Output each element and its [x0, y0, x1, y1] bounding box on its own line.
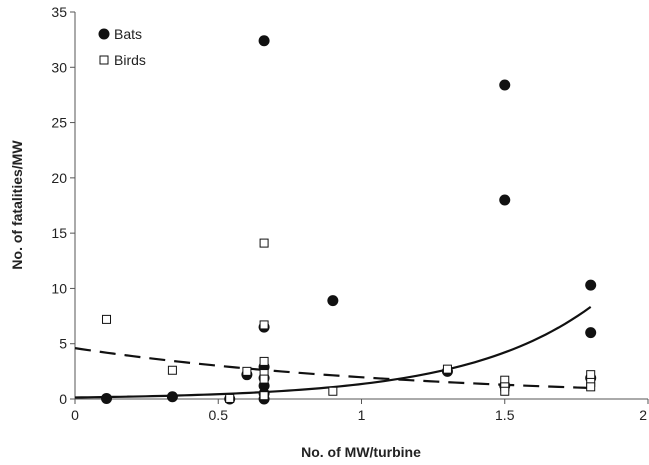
legend-birds-marker — [99, 55, 109, 65]
birds-point — [259, 374, 269, 384]
bats-point — [499, 79, 511, 91]
x-tick-label: 0 — [71, 407, 79, 423]
bats-point — [499, 194, 511, 206]
y-tick-label: 10 — [51, 280, 67, 296]
bats-point — [327, 295, 339, 307]
legend: Bats Birds — [98, 26, 146, 68]
legend-bats-label: Bats — [114, 26, 142, 42]
bats-point — [101, 392, 113, 404]
birds-point — [586, 370, 596, 380]
x-tick-label: 1.5 — [495, 407, 515, 423]
birds-point — [259, 238, 269, 248]
birds-point — [586, 382, 596, 392]
y-tick-label: 20 — [51, 170, 67, 186]
birds-point — [259, 320, 269, 330]
x-tick-label: 1 — [358, 407, 366, 423]
x-tick-label: 2 — [639, 407, 647, 423]
y-tick-label: 25 — [51, 115, 67, 131]
bats-trendline — [74, 305, 592, 399]
trendlines — [74, 305, 592, 399]
x-axis-title: No. of MW/turbine — [301, 444, 421, 460]
data-points — [101, 35, 597, 405]
y-tick-label: 30 — [51, 59, 67, 75]
birds-point — [102, 314, 112, 324]
bats-point — [585, 327, 597, 339]
y-tick-label: 35 — [51, 4, 67, 20]
bats-point — [585, 279, 597, 291]
y-axis-title: No. of fatalities/MW — [9, 140, 25, 270]
birds-point — [259, 391, 269, 401]
birds-point — [442, 364, 452, 374]
bats-point — [258, 35, 270, 47]
y-tick-label: 15 — [51, 225, 67, 241]
birds-point — [167, 365, 177, 375]
birds-trendline — [74, 347, 591, 390]
birds-point — [500, 386, 510, 396]
birds-point — [225, 393, 235, 403]
birds-point — [259, 356, 269, 366]
y-tick-label: 5 — [59, 336, 67, 352]
x-tick-label: 0.5 — [209, 407, 229, 423]
birds-point — [328, 386, 338, 396]
bats-point — [166, 391, 178, 403]
legend-birds-label: Birds — [114, 52, 146, 68]
legend-bats-marker — [98, 28, 110, 40]
birds-point — [242, 366, 252, 376]
y-tick-label: 0 — [59, 391, 67, 407]
